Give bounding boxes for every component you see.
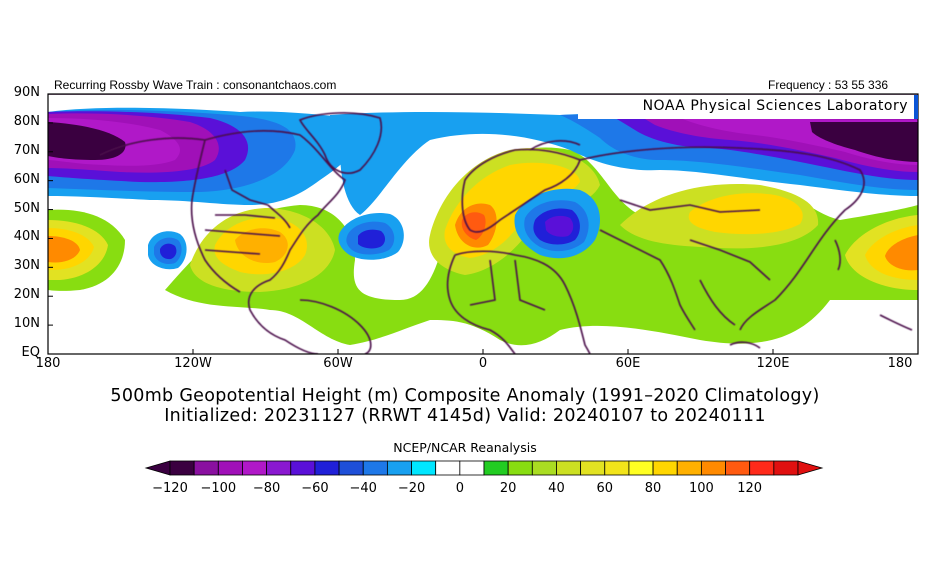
lat-label: 90N <box>13 85 40 100</box>
lat-label: 50N <box>13 200 40 216</box>
colorbar-swatch <box>386 460 412 476</box>
colorbar-swatch <box>773 460 799 476</box>
lon-label: 60W <box>323 356 353 371</box>
colorbar-swatch <box>725 460 751 476</box>
colorbar-tick-label: −40 <box>349 481 377 496</box>
colorbar-tick-label: 100 <box>688 481 714 496</box>
map-title-line2: Initialized: 20231127 (RRWT 4145d) Valid… <box>164 406 766 426</box>
lon-label: 60E <box>615 356 641 371</box>
colorbar-title: NCEP/NCAR Reanalysis <box>393 440 537 455</box>
lon-label: 0 <box>478 356 488 371</box>
colorbar-swatch <box>266 460 292 476</box>
lon-label: 120W <box>174 356 212 371</box>
lon-label: 120E <box>756 356 790 371</box>
colorbar <box>144 460 824 476</box>
colorbar-swatch <box>483 460 509 476</box>
colorbar-tick-label: −20 <box>397 481 426 496</box>
colorbar-swatch <box>580 460 606 476</box>
colorbar-swatch <box>652 460 678 476</box>
lat-label: 70N <box>13 142 40 158</box>
colorbar-swatch <box>314 460 340 476</box>
lat-label: 10N <box>13 316 40 332</box>
lon-label: 180 <box>887 356 913 371</box>
colorbar-swatch <box>290 460 316 476</box>
colorbar-swatch <box>217 460 243 476</box>
colorbar-tick-label: −60 <box>301 481 329 496</box>
lat-label: 20N <box>13 287 40 303</box>
colorbar-over-arrow <box>797 460 824 476</box>
lat-label: EQ <box>21 345 40 360</box>
colorbar-tick-label: 0 <box>455 481 464 496</box>
colorbar-tick-label: 120 <box>737 481 763 496</box>
colorbar-swatch <box>628 460 654 476</box>
colorbar-swatch <box>507 460 533 476</box>
colorbar-swatch <box>338 460 364 476</box>
colorbar-swatch <box>362 460 388 476</box>
lat-label: 80N <box>13 113 40 129</box>
colorbar-swatch <box>242 460 268 476</box>
lat-label: 60N <box>13 171 40 187</box>
lon-label: 180 <box>35 356 61 371</box>
colorbar-tick-label: −120 <box>152 481 188 496</box>
colorbar-swatch <box>676 460 702 476</box>
colorbar-swatch <box>169 460 195 476</box>
lab-label-accent <box>914 95 918 119</box>
map-title-line1: 500mb Geopotential Height (m) Composite … <box>110 386 820 406</box>
colorbar-tick-label: −100 <box>200 481 237 496</box>
colorbar-swatch <box>459 460 485 476</box>
colorbar-tick-label: 20 <box>499 481 517 496</box>
colorbar-swatch <box>604 460 630 476</box>
colorbar-tick-label: 60 <box>596 481 614 496</box>
colorbar-tick-label: 40 <box>548 481 565 496</box>
colorbar-swatch <box>749 460 775 476</box>
lat-label: 30N <box>13 258 40 274</box>
lab-label: NOAA Physical Sciences Laboratory <box>578 95 914 119</box>
colorbar-swatch <box>700 460 726 476</box>
colorbar-swatch <box>435 460 461 476</box>
colorbar-swatch <box>411 460 437 476</box>
colorbar-tick-label: −80 <box>252 481 281 496</box>
source-label: Recurring Rossby Wave Train : consonantc… <box>54 78 337 92</box>
colorbar-under-arrow <box>144 460 171 476</box>
colorbar-swatch <box>556 460 582 476</box>
colorbar-swatch <box>531 460 557 476</box>
colorbar-swatch <box>193 460 219 476</box>
frequency-label: Frequency : 53 55 336 <box>768 78 889 92</box>
lat-label: 40N <box>13 229 40 245</box>
colorbar-tick-label: 80 <box>644 481 662 496</box>
